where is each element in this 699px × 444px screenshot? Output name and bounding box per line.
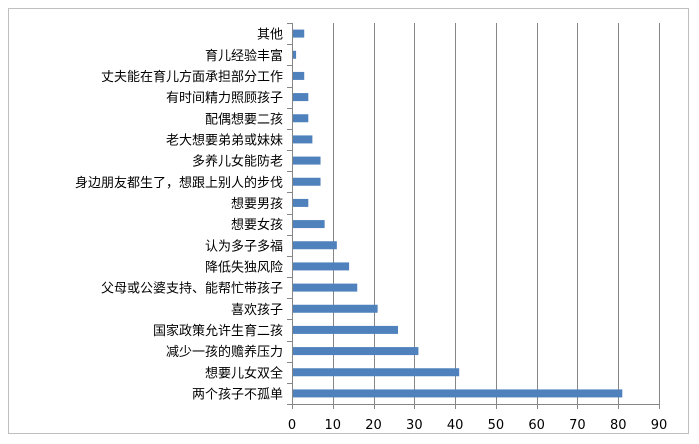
category-label: 降低失独风险 [205,260,283,275]
category-label: 父母或公婆支持、能帮忙带孩子 [101,282,283,297]
bar-4 [293,325,399,334]
bar-6 [293,283,358,292]
bar-8 [293,241,337,250]
bar-17 [293,50,297,59]
bar-9 [293,220,325,229]
category-label: 其他 [257,28,283,43]
bar-13 [293,135,313,144]
category-label: 多养儿女能防老 [192,154,283,170]
category-label: 认为多子多福 [205,238,283,254]
category-label: 想要女孩 [231,217,283,233]
category-label: 配偶想要二孩 [205,111,283,127]
category-label: 育儿经验丰富 [205,48,283,64]
bar-12 [293,156,321,165]
bar-14 [293,114,309,123]
category-label: 想要儿女双全 [205,365,283,381]
bar-10 [293,198,309,207]
bar-7 [293,262,350,271]
category-label: 喜欢孩子 [231,303,283,318]
x-tick-label: 50 [488,418,505,433]
bar-1 [293,389,623,398]
x-tick-label: 90 [651,418,668,433]
bar-11 [293,177,321,186]
category-label: 国家政策允许生育二孩 [153,323,283,339]
category-label: 减少一孩的赡养压力 [166,344,283,360]
x-tick-label: 80 [610,418,627,433]
category-label: 身边朋友都生了，想跟上别人的步伐 [75,175,283,191]
bar-15 [293,93,309,102]
chart-frame: 两个孩子不孤单 想要儿女双全 减少一孩的赡养压力 国家政策允许生育二孩 喜欢孩子 父母或公… [8,8,689,434]
bar-chart: 两个孩子不孤单 想要儿女双全 减少一孩的赡养压力 国家政策允许生育二孩 喜欢孩子 父母或公… [75,23,668,433]
category-label: 想要男孩 [231,196,283,212]
bar-18 [293,29,305,38]
bar-5 [293,304,378,313]
bar-3 [293,347,419,356]
category-label: 有时间精力照顾孩子 [166,91,283,106]
x-tick-label: 30 [406,418,423,433]
category-label: 老大想要弟弟或妹妹 [166,132,283,148]
x-tick-label: 40 [447,418,464,433]
bar-2 [293,368,460,377]
x-tick-label: 60 [528,418,545,433]
x-tick-label: 70 [569,418,586,433]
category-label: 两个孩子不孤单 [192,387,283,402]
bar-16 [293,71,305,80]
x-tick-label: 0 [288,418,296,433]
x-tick-label: 10 [325,418,342,433]
x-tick-label: 20 [365,418,382,433]
category-label: 丈夫能在育儿方面承担部分工作 [101,69,283,85]
